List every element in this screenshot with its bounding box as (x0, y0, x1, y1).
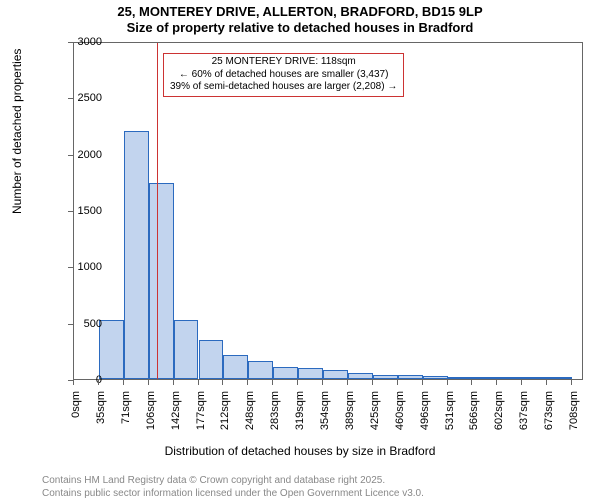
histogram-bar (373, 375, 398, 379)
histogram-bar (522, 377, 547, 379)
histogram-bar (199, 340, 224, 379)
x-tick-label: 35sqm (95, 391, 107, 441)
x-tick-mark (247, 380, 248, 385)
x-tick-mark (123, 380, 124, 385)
x-tick-mark (372, 380, 373, 385)
histogram-bar (398, 375, 423, 379)
x-tick-label: 283sqm (269, 391, 281, 441)
histogram-bar (423, 376, 448, 379)
histogram-bar (348, 373, 373, 379)
histogram-bar (448, 377, 473, 379)
annotation-line: 39% of semi-detached houses are larger (… (170, 81, 397, 94)
annotation-box: 25 MONTEREY DRIVE: 118sqm← 60% of detach… (163, 53, 404, 97)
x-tick-mark (447, 380, 448, 385)
x-tick-mark (297, 380, 298, 385)
x-axis-label: Distribution of detached houses by size … (0, 444, 600, 458)
x-tick-label: 566sqm (468, 391, 480, 441)
x-tick-mark (546, 380, 547, 385)
histogram-bar (298, 368, 323, 379)
histogram-bar (323, 370, 348, 379)
annotation-line: ← 60% of detached houses are smaller (3,… (170, 69, 397, 82)
histogram-bar (124, 131, 149, 379)
histogram-bar (273, 367, 298, 379)
reference-line (157, 43, 158, 379)
histogram-bar (497, 377, 522, 379)
footer-line1: Contains HM Land Registry data © Crown c… (42, 475, 424, 488)
y-tick-label: 2500 (78, 92, 102, 104)
histogram-bar (547, 377, 572, 379)
y-tick-label: 2000 (78, 149, 102, 161)
y-tick-label: 1500 (78, 205, 102, 217)
x-tick-label: 248sqm (244, 391, 256, 441)
y-axis-label: Number of detached properties (10, 49, 24, 214)
x-tick-mark (222, 380, 223, 385)
y-tick-label: 0 (96, 374, 102, 386)
histogram-bar (174, 320, 199, 379)
chart-area: 25 MONTEREY DRIVE: 118sqm← 60% of detach… (44, 42, 586, 414)
x-tick-mark (521, 380, 522, 385)
footer-line2: Contains public sector information licen… (42, 488, 424, 501)
x-tick-label: 142sqm (170, 391, 182, 441)
x-tick-label: 602sqm (493, 391, 505, 441)
y-tick-mark (68, 211, 73, 212)
x-tick-mark (571, 380, 572, 385)
x-tick-mark (471, 380, 472, 385)
x-tick-label: 425sqm (369, 391, 381, 441)
x-tick-label: 708sqm (568, 391, 580, 441)
y-tick-mark (68, 324, 73, 325)
x-tick-mark (198, 380, 199, 385)
x-tick-label: 319sqm (294, 391, 306, 441)
x-tick-label: 460sqm (394, 391, 406, 441)
x-tick-label: 106sqm (145, 391, 157, 441)
x-tick-mark (272, 380, 273, 385)
x-tick-mark (422, 380, 423, 385)
histogram-bar (99, 320, 124, 379)
y-tick-mark (68, 155, 73, 156)
histogram-bar (472, 377, 497, 379)
x-tick-mark (322, 380, 323, 385)
x-tick-label: 177sqm (195, 391, 207, 441)
y-tick-label: 3000 (78, 36, 102, 48)
x-tick-mark (73, 380, 74, 385)
histogram-bar (149, 183, 174, 379)
x-tick-label: 354sqm (319, 391, 331, 441)
x-tick-label: 212sqm (219, 391, 231, 441)
x-tick-label: 531sqm (444, 391, 456, 441)
y-tick-label: 500 (84, 318, 102, 330)
x-tick-label: 71sqm (120, 391, 132, 441)
x-tick-label: 637sqm (518, 391, 530, 441)
annotation-line: 25 MONTEREY DRIVE: 118sqm (170, 56, 397, 69)
y-tick-mark (68, 267, 73, 268)
x-tick-label: 496sqm (419, 391, 431, 441)
histogram-bar (248, 361, 273, 379)
page-title-line1: 25, MONTEREY DRIVE, ALLERTON, BRADFORD, … (0, 4, 600, 19)
footer-attribution: Contains HM Land Registry data © Crown c… (42, 475, 424, 500)
y-tick-label: 1000 (78, 261, 102, 273)
x-tick-mark (173, 380, 174, 385)
y-tick-mark (68, 42, 73, 43)
x-tick-label: 673sqm (543, 391, 555, 441)
histogram-bar (223, 355, 248, 379)
y-tick-mark (68, 98, 73, 99)
x-tick-mark (98, 380, 99, 385)
plot-box: 25 MONTEREY DRIVE: 118sqm← 60% of detach… (73, 42, 583, 380)
x-tick-mark (148, 380, 149, 385)
x-tick-label: 389sqm (344, 391, 356, 441)
x-tick-mark (347, 380, 348, 385)
x-tick-label: 0sqm (70, 391, 82, 441)
x-tick-mark (496, 380, 497, 385)
page-title-line2: Size of property relative to detached ho… (0, 20, 600, 35)
x-tick-mark (397, 380, 398, 385)
